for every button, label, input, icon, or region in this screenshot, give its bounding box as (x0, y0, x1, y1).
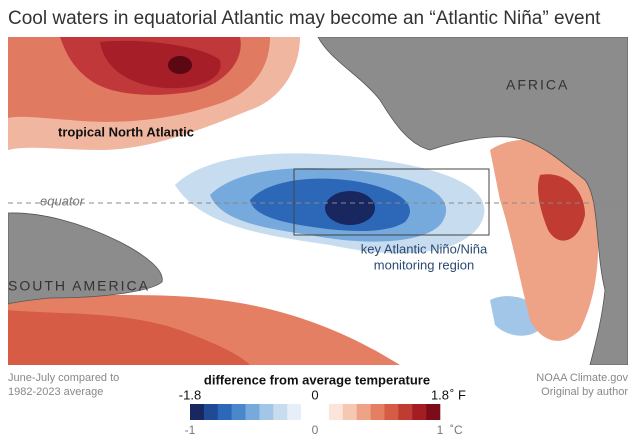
colorbar-swatch (190, 404, 205, 420)
colorbar-swatch (287, 404, 302, 420)
region-label: monitoring region (374, 257, 474, 272)
credit: NOAA Climate.gov (536, 372, 628, 384)
colorbar-swatch (356, 404, 371, 420)
colorbar-swatch (245, 404, 260, 420)
colorbar-swatch (398, 404, 413, 420)
footnote: 1982-2023 average (8, 386, 103, 398)
colorbar-swatch (273, 404, 288, 420)
colorbar-swatch (342, 404, 357, 420)
tick-label: 0 (312, 423, 319, 437)
colorbar-swatch (426, 404, 441, 420)
colorbar-swatch (217, 404, 232, 420)
south-america-label: SOUTH AMERICA (8, 278, 150, 294)
tick-label: 0 (311, 387, 318, 402)
legend-title: difference from average temperature (204, 372, 430, 387)
colorbar-swatch (259, 404, 274, 420)
colorbar-swatch (412, 404, 427, 420)
credit: Original by author (541, 386, 628, 398)
map: AFRICA SOUTH AMERICA tropical North Atla… (8, 37, 628, 365)
tick-label: -1.8 (179, 387, 201, 402)
unit-label: ˚ F (450, 387, 466, 402)
colorbar-swatch (384, 404, 399, 420)
tick-label: -1 (185, 423, 196, 437)
africa-label: AFRICA (506, 77, 569, 93)
colorbar-swatch (231, 404, 246, 420)
colorbar: -1.8 0 1.8 ˚ F -1 0 1 ˚C (179, 387, 466, 437)
unit-label: ˚C (450, 423, 463, 437)
colorbar-swatch (203, 404, 219, 420)
colorbar-swatch (315, 404, 330, 420)
region-label: key Atlantic Niño/Niña (361, 241, 488, 256)
equator-label: equator (40, 193, 85, 208)
tick-label: 1 (437, 423, 444, 437)
colorbar-swatch (370, 404, 385, 420)
north-atlantic-label: tropical North Atlantic (58, 124, 194, 139)
title: Cool waters in equatorial Atlantic may b… (8, 8, 601, 29)
colorbar-swatch (301, 404, 316, 420)
colorbar-swatch (328, 404, 344, 420)
footnote: June-July compared to (8, 372, 119, 384)
tick-label: 1.8 (431, 387, 449, 402)
